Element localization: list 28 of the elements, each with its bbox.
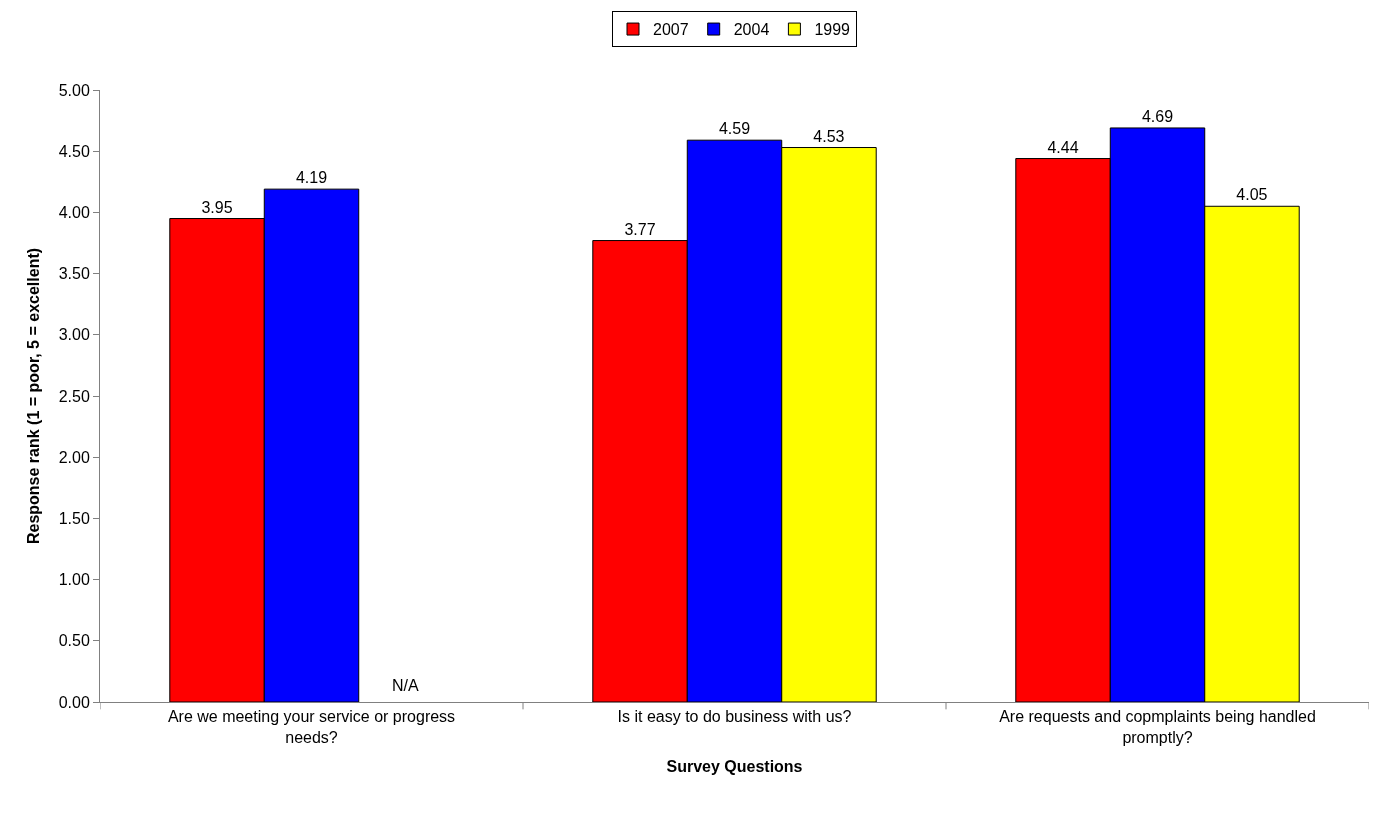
data-label: 3.95 <box>201 198 233 216</box>
y-tick-label: 5.00 <box>58 81 90 99</box>
y-axis-title: Response rank (1 = poor, 5 = excellent) <box>24 247 42 545</box>
y-tick-label: 1.50 <box>58 510 90 527</box>
y-tick-label: 4.00 <box>58 204 90 221</box>
x-tick-label: Are we meeting your service or progress needs? <box>167 708 456 746</box>
y-tick-label: 2.50 <box>58 387 90 405</box>
y-tick-label: 1.00 <box>58 571 90 589</box>
y-tick-label: 3.00 <box>58 326 90 344</box>
data-label: 4.19 <box>295 169 328 187</box>
y-tick-label: 0.00 <box>58 693 90 711</box>
data-label: 3.77 <box>624 220 656 238</box>
y-tick-label: 4.50 <box>58 142 90 160</box>
y-tick-label: 2.00 <box>58 448 90 466</box>
x-tick-label: Is it easy to do business with us? <box>617 708 852 726</box>
y-tick-label: 0.50 <box>58 632 90 650</box>
data-label: 4.53 <box>813 127 845 145</box>
x-tick-label: Are requests and copmplaints being handled promptly? <box>999 708 1316 746</box>
data-label: 4.59 <box>718 120 751 138</box>
data-label: 4.05 <box>1236 186 1268 204</box>
y-tick-label: 3.50 <box>58 265 90 283</box>
legend-label: 1999 <box>814 21 851 39</box>
text: N/A <box>392 677 419 694</box>
data-label: 4.69 <box>1141 107 1174 125</box>
data-label: 4.44 <box>1047 138 1079 156</box>
x-axis-title: Survey Questions <box>666 757 803 775</box>
legend-label: 2007 <box>653 21 689 39</box>
legend-label: 2004 <box>733 21 770 39</box>
